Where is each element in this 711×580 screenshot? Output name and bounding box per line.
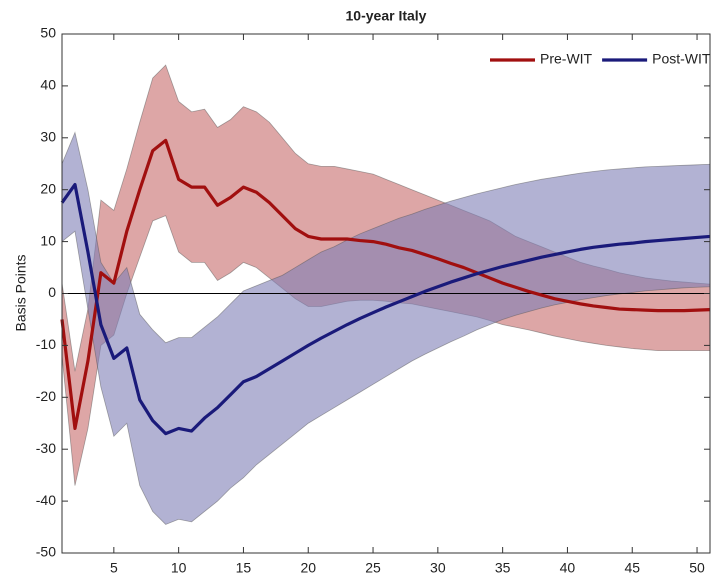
- x-tick-label: 10: [171, 560, 187, 576]
- y-tick-label: -20: [36, 388, 56, 404]
- x-tick-label: 30: [430, 560, 446, 576]
- y-tick-label: 30: [40, 129, 56, 145]
- y-tick-label: 0: [48, 284, 56, 300]
- y-tick-label: -10: [36, 336, 56, 352]
- series-line: [60, 138, 711, 431]
- x-tick-label: 15: [236, 560, 252, 576]
- x-tick-label: 20: [300, 560, 316, 576]
- y-tick-label: 10: [40, 232, 56, 248]
- y-tick-label: 20: [40, 180, 56, 196]
- legend-label: Post-WIT: [652, 51, 711, 67]
- x-tick-label: 50: [689, 560, 705, 576]
- y-axis-label: Basis Points: [13, 254, 29, 331]
- x-tick-label: 45: [624, 560, 640, 576]
- x-tick-label: 35: [495, 560, 511, 576]
- y-tick-label: 40: [40, 77, 56, 93]
- legend-label: Pre-WIT: [540, 51, 593, 67]
- series-line: [60, 182, 711, 436]
- y-tick-label: -40: [36, 492, 56, 508]
- x-tick-label: 40: [560, 560, 576, 576]
- y-tick-label: -30: [36, 440, 56, 456]
- chart-title: 10-year Italy: [346, 8, 427, 24]
- y-tick-label: 50: [40, 25, 56, 41]
- x-tick-label: 25: [365, 560, 381, 576]
- y-tick-label: -50: [36, 544, 56, 560]
- x-tick-label: 5: [110, 560, 118, 576]
